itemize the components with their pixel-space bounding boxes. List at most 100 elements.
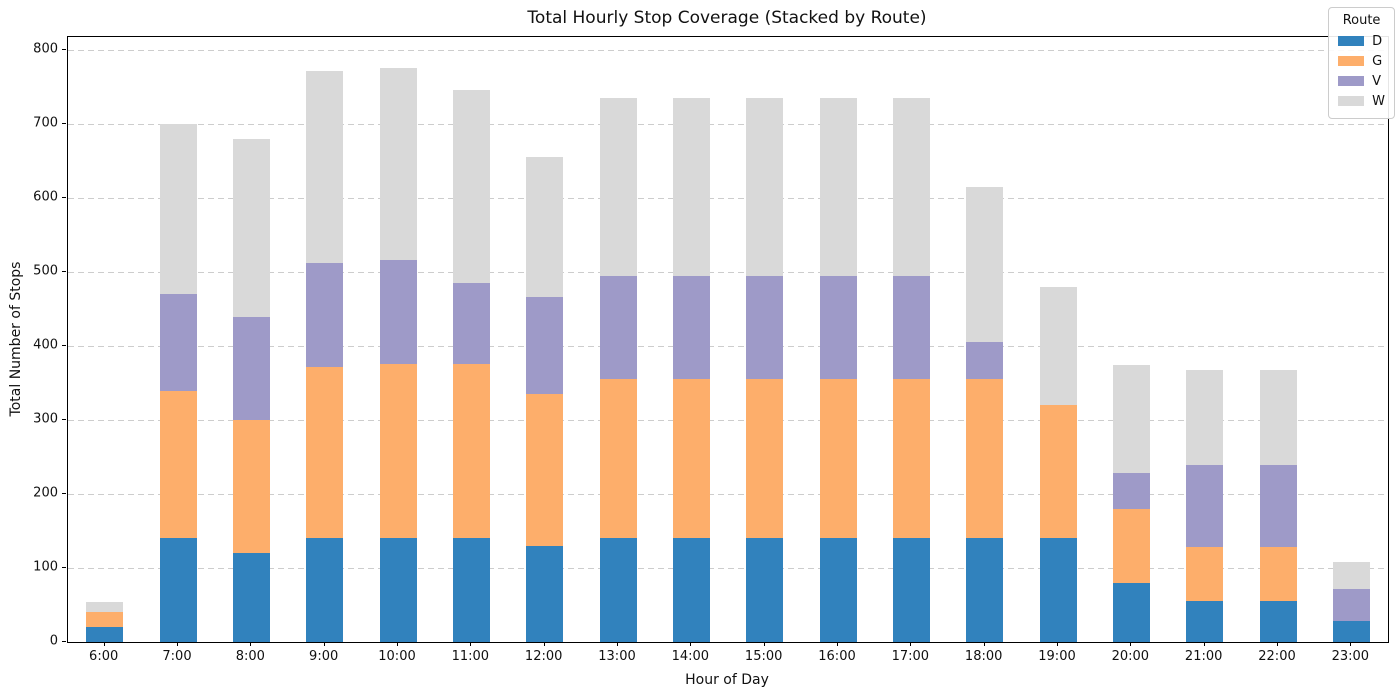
y-tick-mark — [62, 567, 66, 569]
x-tick-label: 17:00 — [891, 649, 930, 664]
bar-segment-V — [526, 297, 564, 394]
bar-segment-D — [379, 538, 417, 642]
x-tick-mark — [837, 642, 838, 646]
x-tick-label: 16:00 — [818, 649, 856, 664]
bar-segment-G — [966, 379, 1004, 539]
bar-segment-W — [86, 602, 124, 613]
x-tick-mark — [690, 642, 692, 646]
x-tick-mark — [397, 642, 398, 646]
x-tick-mark — [177, 642, 178, 646]
gridline — [68, 567, 1388, 569]
bar-segment-G — [1039, 405, 1077, 539]
legend-swatch-D — [1338, 36, 1365, 46]
gridline — [68, 123, 1388, 125]
x-tick-label: 14:00 — [671, 649, 710, 664]
bar-segment-D — [452, 538, 490, 642]
bar-segment-V — [452, 282, 490, 364]
x-tick-mark — [1057, 642, 1058, 646]
x-tick-mark — [1277, 642, 1278, 646]
bar-segment-V — [232, 316, 270, 421]
legend-swatch-W — [1338, 96, 1365, 106]
x-axis-label: Hour of Day — [685, 672, 769, 688]
bar-segment-G — [379, 363, 417, 539]
bar-segment-G — [599, 379, 637, 539]
bar-segment-W — [379, 68, 417, 261]
legend-item: V — [1338, 71, 1385, 91]
bar-segment-G — [1112, 508, 1150, 583]
bar-segment-V — [1186, 464, 1224, 548]
legend-item: D — [1338, 31, 1385, 51]
y-tick-label: 500 — [33, 263, 58, 279]
bar-segment-D — [892, 538, 930, 642]
legend-label: V — [1372, 73, 1382, 89]
y-tick-mark — [62, 641, 66, 642]
bar-segment-W — [819, 98, 857, 276]
bar-segment-V — [159, 294, 197, 391]
bar-segment-D — [746, 538, 784, 642]
legend-title: Route — [1342, 13, 1381, 28]
x-tick-mark — [763, 642, 765, 646]
bar-segment-G — [86, 612, 124, 628]
x-tick-mark — [543, 642, 545, 646]
x-tick-label: 22:00 — [1258, 649, 1296, 664]
x-tick-label: 7:00 — [162, 649, 192, 664]
bar-segment-V — [672, 275, 710, 380]
x-tick-label: 23:00 — [1331, 649, 1370, 664]
gridline — [68, 49, 1388, 51]
bar-segment-G — [819, 379, 857, 539]
bar-segment-G — [526, 393, 564, 546]
bar-segment-W — [966, 187, 1004, 343]
legend-item: W — [1338, 91, 1385, 111]
x-tick-label: 11:00 — [451, 649, 490, 664]
bar-segment-D — [599, 538, 637, 642]
x-tick-label: 18:00 — [964, 649, 1003, 664]
bar-segment-D — [86, 627, 124, 642]
y-tick-label: 100 — [33, 559, 58, 575]
bar-segment-G — [232, 420, 270, 554]
gridline — [68, 197, 1388, 199]
bar-segment-D — [819, 538, 857, 642]
bar-segment-V — [1112, 473, 1150, 509]
x-tick-mark — [910, 642, 912, 646]
bar-segment-W — [232, 139, 270, 317]
bar-segment-D — [159, 538, 197, 642]
bar-segment-W — [1332, 562, 1370, 589]
x-tick-mark — [323, 642, 325, 646]
y-tick-label: 600 — [33, 189, 58, 205]
bar-segment-W — [892, 98, 930, 276]
bar-segment-W — [1259, 369, 1297, 465]
x-tick-mark — [617, 642, 618, 646]
bar-segment-G — [892, 379, 930, 539]
bar-segment-V — [1259, 464, 1297, 548]
y-tick-mark — [62, 419, 66, 421]
bar-segment-V — [819, 275, 857, 380]
x-tick-label: 15:00 — [744, 649, 783, 664]
bar-segment-D — [672, 538, 710, 642]
bar-segment-G — [672, 379, 710, 539]
x-tick-label: 19:00 — [1038, 649, 1076, 664]
x-tick-label: 9:00 — [309, 649, 339, 664]
bar-segment-G — [306, 366, 344, 539]
bar-segment-V — [1332, 588, 1370, 622]
y-tick-label: 800 — [33, 41, 58, 57]
bar-segment-D — [1259, 600, 1297, 642]
bar-segment-V — [379, 260, 417, 364]
bar-segment-W — [306, 71, 344, 264]
x-tick-label: 13:00 — [598, 649, 636, 664]
legend-label: G — [1372, 53, 1383, 69]
plot-area — [67, 36, 1389, 643]
bar-segment-V — [599, 275, 637, 380]
bar-segment-W — [746, 98, 784, 276]
y-tick-mark — [62, 345, 66, 347]
y-tick-mark — [62, 197, 66, 199]
gridline — [68, 345, 1388, 347]
gridline — [68, 271, 1388, 273]
bar-segment-W — [452, 90, 490, 283]
bar-segment-V — [306, 263, 344, 367]
bar-segment-W — [1186, 369, 1224, 465]
legend-swatch-V — [1338, 76, 1365, 86]
y-tick-label: 700 — [33, 115, 58, 131]
bar-segment-G — [452, 363, 490, 539]
bar-segment-W — [526, 156, 564, 298]
